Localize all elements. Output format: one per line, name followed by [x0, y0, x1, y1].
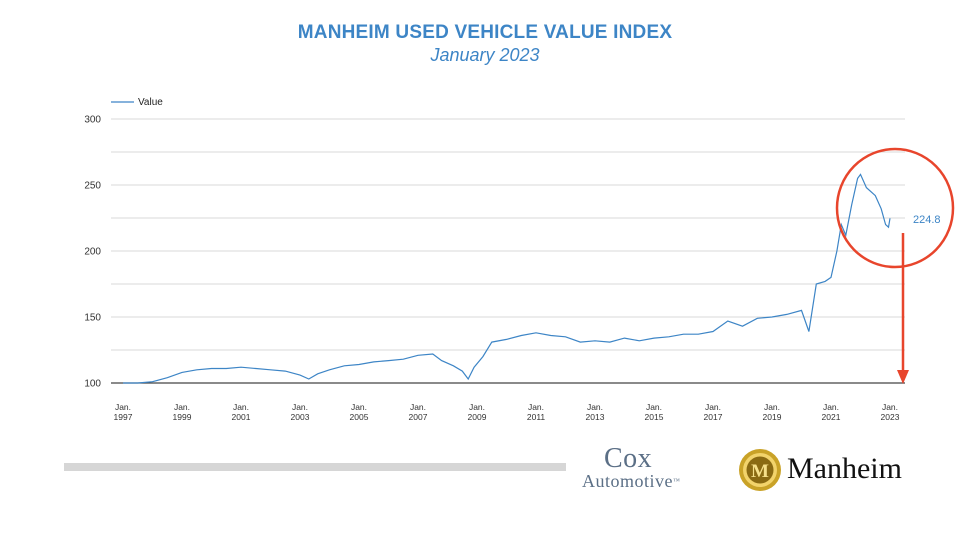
manheim-logo-text: Manheim [787, 452, 902, 485]
x-tick-label: Jan. 2021 [822, 402, 841, 422]
x-axis-ticks: Jan. 1997 Jan. 1999 Jan. 2001 Jan. 2003 Jan. 2005… [114, 402, 900, 422]
page-title: MANHEIM USED VEHICLE VALUE INDEX [297, 22, 673, 43]
x-tick-label: Jan. 2017 [704, 402, 723, 422]
cox-logo-bottom: Automotive™ [582, 472, 732, 490]
legend: Value [111, 97, 163, 108]
y-tick-label: 150 [84, 313, 101, 324]
x-tick-label: Jan. 2011 [527, 402, 546, 422]
x-tick-label: Jan. 1999 [173, 402, 192, 422]
x-tick-label: Jan. 2019 [763, 402, 782, 422]
x-tick-label: Jan. 2023 [881, 402, 900, 422]
footer-divider-bar [64, 463, 566, 471]
x-tick-label: Jan. 2001 [232, 402, 251, 422]
y-tick-label: 100 [84, 379, 101, 390]
highlight-annotation [835, 147, 955, 384]
x-tick-label: Jan. 2007 [409, 402, 428, 422]
highlight-circle [835, 147, 955, 269]
grid [111, 118, 905, 384]
x-tick-label: Jan. 2015 [645, 402, 664, 422]
y-tick-label: 250 [84, 181, 101, 192]
manheim-emblem-letter: M [751, 461, 769, 482]
x-tick-label: Jan. 2013 [586, 402, 605, 422]
legend-label: Value [138, 97, 163, 108]
page-subtitle: January 2023 [430, 45, 540, 65]
x-tick-label: Jan. 2005 [350, 402, 369, 422]
y-axis-ticks: 100 150 200 250 300 [84, 115, 101, 390]
manheim-emblem-icon: M [739, 449, 781, 491]
series-line-value [123, 173, 891, 384]
cox-trademark: ™ [673, 477, 681, 485]
cox-automotive-logo: Cox Automotive™ [582, 443, 732, 491]
x-tick-label: Jan. 1997 [114, 402, 133, 422]
arrow-head [897, 370, 909, 384]
cox-logo-top: Cox [604, 443, 653, 474]
x-tick-label: Jan. 2009 [468, 402, 487, 422]
y-tick-label: 200 [84, 247, 101, 258]
y-tick-label: 300 [84, 115, 101, 126]
end-value-label: 224.8 [913, 214, 941, 226]
cox-logo-bottom-text: Automotive [582, 471, 673, 491]
x-tick-label: Jan. 2003 [291, 402, 310, 422]
